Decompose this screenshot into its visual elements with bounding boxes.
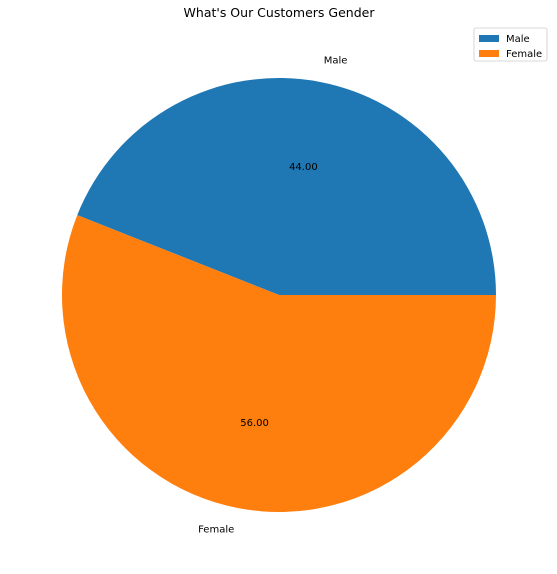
chart-title: What's Our Customers Gender [184, 5, 376, 20]
percent-label-male: 44.00 [289, 162, 318, 173]
slice-label-female: Female [198, 524, 234, 535]
legend-swatch-female [479, 50, 499, 57]
legend-label-female: Female [506, 49, 542, 60]
pie-labels: Male 44.00 Female 56.00 [198, 56, 347, 536]
percent-label-female: 56.00 [240, 418, 269, 429]
pie-slice-female [62, 215, 497, 512]
legend-swatch-male [479, 35, 499, 42]
legend-label-male: Male [506, 34, 530, 45]
legend: Male Female [473, 27, 548, 62]
slice-label-male: Male [324, 56, 348, 67]
pie-slices [62, 77, 497, 512]
pie-slice-male [77, 77, 497, 295]
